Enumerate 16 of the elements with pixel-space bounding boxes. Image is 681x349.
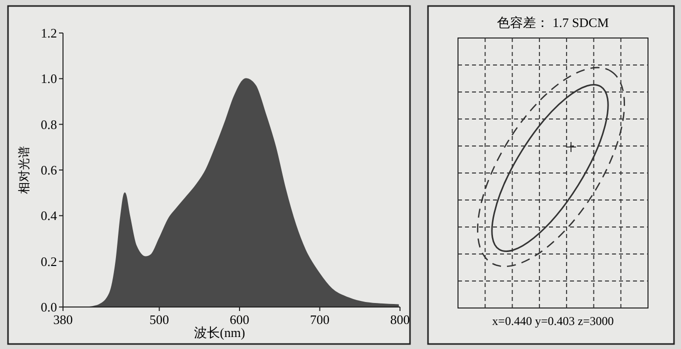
x-tick-label: 600 — [230, 312, 250, 327]
y-tick-label: 0.6 — [40, 162, 58, 178]
x-tick-label: 700 — [310, 312, 330, 327]
y-tick-label: 0.0 — [40, 300, 57, 315]
y-tick-label: 0.8 — [40, 116, 57, 132]
x-tick-label: 500 — [150, 312, 170, 327]
y-tick-label: 0.2 — [40, 254, 57, 269]
x-tick-label: 800 — [390, 312, 410, 327]
y-tick-label: 1.2 — [40, 26, 57, 41]
text: 色容差： 1.7 SDCM — [497, 15, 610, 30]
y-tick-label: 1.0 — [40, 71, 57, 86]
x-axis-title: 波长(nm) — [194, 325, 246, 340]
y-tick-label: 0.4 — [40, 208, 58, 224]
y-axis-title: 相对光谱 — [17, 146, 31, 194]
x-tick-label: 380 — [53, 312, 73, 327]
text: x=0.440 y=0.403 z=3000 — [492, 314, 614, 328]
